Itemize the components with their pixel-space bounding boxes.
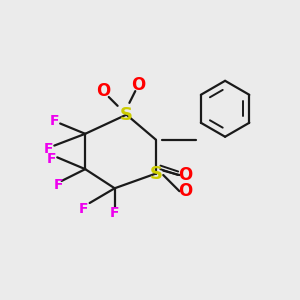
Text: F: F — [44, 142, 53, 155]
Text: O: O — [131, 76, 145, 94]
Text: F: F — [79, 202, 88, 216]
Text: F: F — [50, 114, 59, 128]
Text: F: F — [110, 206, 119, 220]
Text: O: O — [96, 82, 110, 100]
Text: F: F — [54, 178, 64, 192]
Text: O: O — [178, 182, 193, 200]
Text: O: O — [178, 166, 193, 184]
Text: S: S — [149, 165, 162, 183]
Text: S: S — [120, 106, 133, 124]
Text: F: F — [46, 152, 56, 166]
